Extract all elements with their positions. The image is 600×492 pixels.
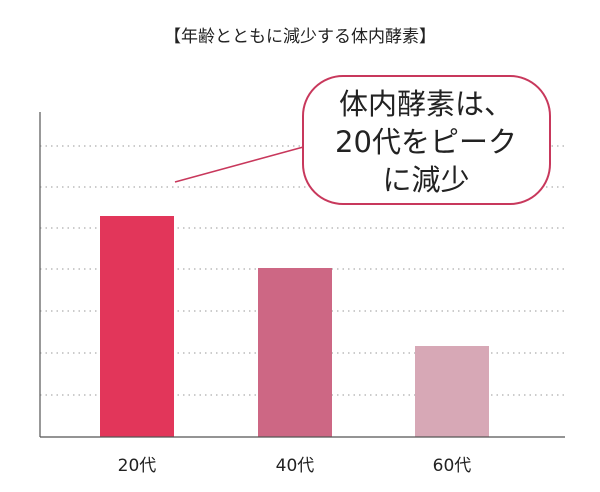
callout-pointer-line bbox=[174, 142, 319, 183]
callout-bubble bbox=[302, 75, 551, 205]
x-tick-label-1: 20代 bbox=[118, 456, 157, 476]
x-tick-labels: 20代 40代 60代 bbox=[118, 456, 472, 476]
x-tick-label-2: 40代 bbox=[276, 456, 315, 476]
callout-annotation: 体内酵素は、 20代をピーク に減少 bbox=[174, 75, 551, 205]
bar-2 bbox=[258, 268, 332, 437]
callout-line-1: 体内酵素は、 bbox=[339, 87, 513, 121]
callout-line-2: 20代をピーク bbox=[335, 125, 517, 159]
chart-title: 【年齢とともに減少する体内酵素】 bbox=[164, 27, 436, 47]
x-tick-label-3: 60代 bbox=[433, 456, 472, 476]
bars bbox=[100, 216, 489, 437]
bar-3 bbox=[415, 346, 489, 437]
callout-line-3: に減少 bbox=[382, 163, 469, 197]
bar-1 bbox=[100, 216, 174, 437]
